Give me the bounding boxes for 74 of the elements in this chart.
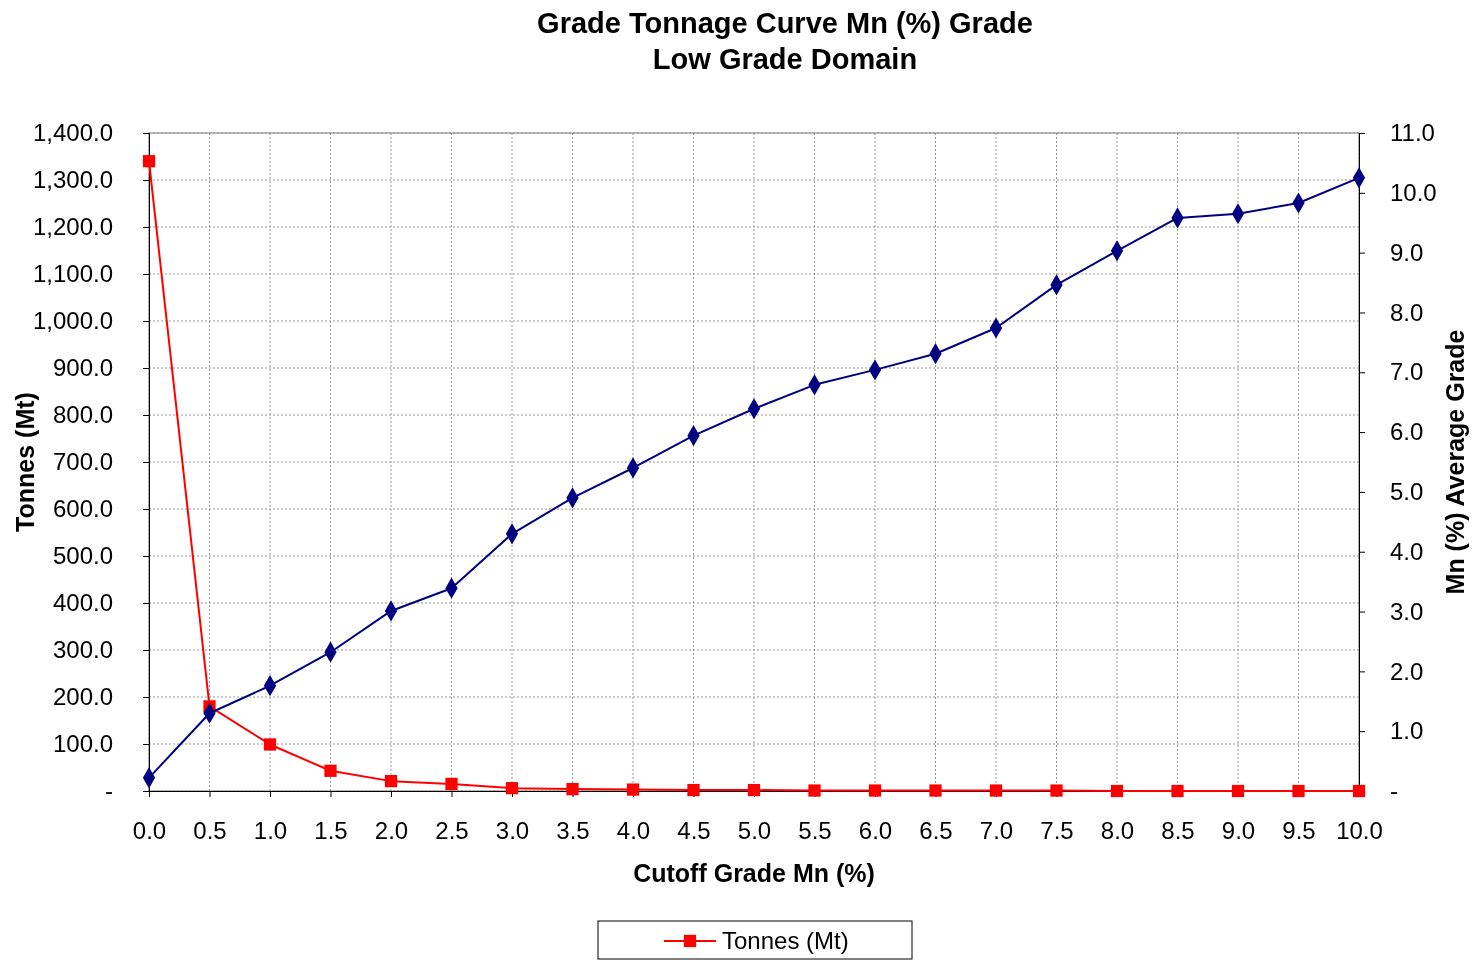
x-tick-label: 3.0 <box>495 817 530 845</box>
point <box>566 783 579 796</box>
x-tick-label: 0.0 <box>132 817 167 845</box>
y-tick-label: 900.0 <box>52 354 113 382</box>
y2-tick-label: 4.0 <box>1390 537 1424 565</box>
x-tick-label: 4.5 <box>677 817 711 845</box>
x-tick-label: 4.0 <box>616 817 651 845</box>
point <box>929 784 942 797</box>
point <box>324 764 337 777</box>
x-tick-label: 2.0 <box>374 817 409 845</box>
x-tick-label: 2.5 <box>435 817 469 845</box>
point <box>1110 784 1124 798</box>
x-tick-label: 3.5 <box>556 817 590 845</box>
legend-label: Tonnes (Mt) <box>722 927 849 954</box>
y-tick-label: 1,100.0 <box>32 260 113 288</box>
x-tick-label: 7.0 <box>979 817 1014 845</box>
x-tick-label: 7.5 <box>1040 817 1074 845</box>
point <box>747 783 761 797</box>
point <box>1292 784 1305 798</box>
x-tick-label: 1.5 <box>314 817 348 845</box>
point <box>1231 784 1245 798</box>
y2-tick-label: 6.0 <box>1390 418 1424 446</box>
x-tick-label: 8.5 <box>1161 817 1195 845</box>
point <box>687 783 700 797</box>
y-tick-label: 600.0 <box>52 495 113 523</box>
point <box>1050 784 1063 797</box>
x-tick-label: 6.0 <box>858 817 893 845</box>
x-tick-label: 9.0 <box>1221 817 1256 845</box>
y2-tick-label: 10.0 <box>1390 179 1437 206</box>
y2-tick-label: - <box>1390 777 1398 805</box>
y2-tick-label: 8.0 <box>1390 298 1424 326</box>
point <box>808 784 821 797</box>
y2-tick-label: 7.0 <box>1390 358 1424 386</box>
point <box>1171 784 1184 798</box>
y2-tick-label: 11.0 <box>1390 119 1435 147</box>
point <box>626 783 640 796</box>
y-tick-label: 500.0 <box>52 542 113 570</box>
point <box>263 738 277 751</box>
chart-subtitle: Low Grade Domain <box>652 43 918 75</box>
y2-tick-label: 9.0 <box>1390 238 1424 266</box>
y-tick-label: 800.0 <box>52 401 113 429</box>
x-tick-label: 9.5 <box>1282 817 1316 845</box>
point <box>142 155 156 168</box>
chart-title: Grade Tonnage Curve Mn (%) Grade <box>537 7 1033 39</box>
x-axis-title: Cutoff Grade Mn (%) <box>633 859 875 887</box>
point <box>384 775 398 788</box>
x-tick-label: 10.0 <box>1336 817 1383 845</box>
y-tick-label: - <box>105 777 113 805</box>
y-tick-label: 1,000.0 <box>32 307 113 335</box>
x-tick-label: 8.0 <box>1100 817 1135 845</box>
x-tick-label: 6.5 <box>919 817 953 845</box>
y-axis-title: Tonnes (Mt) <box>11 392 39 532</box>
x-tick-label: 0.5 <box>193 817 227 845</box>
y-tick-label: 100.0 <box>52 730 113 758</box>
x-tick-label: 5.5 <box>798 817 832 845</box>
y-tick-label: 700.0 <box>52 448 113 476</box>
y-tick-label: 400.0 <box>52 589 113 617</box>
y2-tick-label: 3.0 <box>1390 597 1424 625</box>
y2-tick-label: 2.0 <box>1390 657 1424 685</box>
y-tick-label: 200.0 <box>52 683 113 711</box>
x-tick-label: 1.0 <box>253 817 288 845</box>
point <box>989 784 1003 797</box>
y2-axis-title: Mn (%) Average Grade <box>1441 329 1469 595</box>
y-tick-label: 1,200.0 <box>32 213 113 241</box>
y-tick-label: 1,300.0 <box>32 166 113 194</box>
y2-tick-label: 5.0 <box>1390 478 1424 506</box>
y2-tick-label: 1.0 <box>1390 717 1424 745</box>
point <box>868 784 882 797</box>
x-tick-label: 5.0 <box>737 817 772 845</box>
point <box>505 782 519 795</box>
y-tick-label: 1,400.0 <box>32 119 113 147</box>
point <box>445 777 458 791</box>
y-tick-label: 300.0 <box>52 636 113 664</box>
point <box>1352 784 1366 798</box>
